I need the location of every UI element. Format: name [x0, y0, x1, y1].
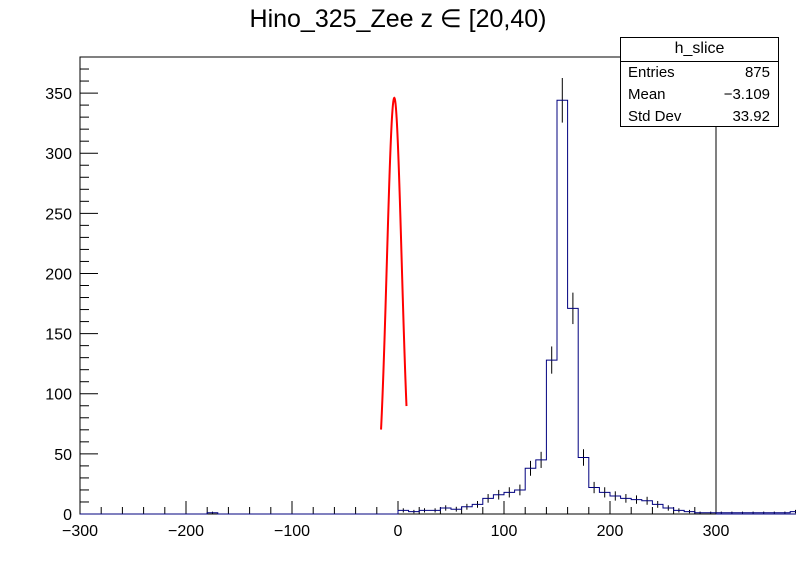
x-tick-label: −200 — [168, 523, 204, 540]
stats-value-stddev: 33.92 — [732, 108, 770, 125]
histogram-bin — [546, 360, 557, 514]
y-tick-label: 50 — [54, 447, 72, 464]
stats-box-name: h_slice — [621, 38, 778, 62]
x-tick-label: 0 — [394, 523, 403, 540]
y-tick-label: 250 — [45, 206, 72, 223]
histogram-bin — [578, 457, 589, 514]
x-tick-label: −100 — [274, 523, 310, 540]
stats-label-mean: Mean — [628, 86, 666, 103]
minor-ticks — [80, 56, 696, 514]
stats-value-entries: 875 — [744, 64, 770, 81]
y-tick-label: 0 — [63, 507, 72, 524]
stats-row-entries: Entries 875 — [621, 62, 778, 84]
histogram-bin — [536, 460, 547, 514]
gaussian-fit-curve — [380, 96, 408, 430]
stats-row-stddev: Std Dev 33.92 — [621, 106, 778, 128]
y-tick-label: 150 — [45, 327, 72, 344]
stats-value-mean: −3.109 — [723, 86, 770, 103]
y-tick-label: 300 — [45, 146, 72, 163]
stats-box: h_slice Entries 875 Mean −3.109 Std Dev … — [620, 37, 779, 127]
y-tick-label: 100 — [45, 387, 72, 404]
histogram-outline — [80, 99, 796, 515]
histogram-bin — [557, 100, 568, 514]
x-tick-label: 100 — [491, 523, 518, 540]
histogram-bin — [568, 308, 579, 514]
y-tick-label: 200 — [45, 266, 72, 283]
stats-label-stddev: Std Dev — [628, 108, 682, 125]
y-tick-label: 350 — [45, 86, 72, 103]
stats-label-entries: Entries — [628, 64, 675, 81]
x-tick-label: 300 — [703, 523, 730, 540]
chart-title: Hino_325_Zee z ∈ [20,40) — [249, 5, 547, 33]
x-tick-label: −300 — [62, 523, 98, 540]
error-bars — [212, 77, 796, 514]
stats-row-mean: Mean −3.109 — [621, 84, 778, 106]
tick-labels: −300 −200 −100 0 100 200 300 0 50 100 150 200 250 300… — [45, 86, 729, 540]
x-tick-label: 200 — [597, 523, 624, 540]
histogram-bins — [207, 100, 796, 514]
